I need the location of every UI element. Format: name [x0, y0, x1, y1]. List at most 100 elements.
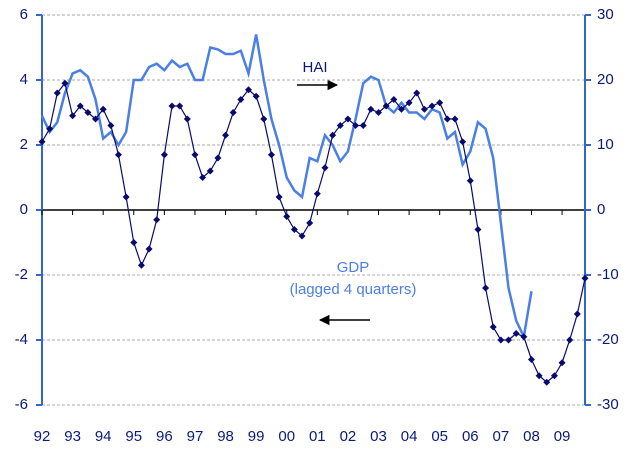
marker: [520, 333, 528, 341]
y-tick-label: 2: [20, 136, 28, 153]
marker: [451, 115, 459, 123]
marker: [298, 232, 306, 240]
y2-tick-label: 20: [597, 71, 614, 88]
marker: [436, 99, 444, 107]
x-tick-label: 92: [34, 428, 51, 445]
marker: [482, 284, 490, 292]
marker: [405, 99, 413, 107]
marker: [535, 372, 543, 380]
marker: [512, 330, 520, 337]
annotation: GDP: [337, 259, 370, 276]
marker: [329, 131, 337, 139]
marker: [137, 261, 145, 269]
marker: [130, 239, 138, 246]
marker: [267, 151, 275, 159]
x-tick-label: 00: [278, 428, 295, 445]
marker: [497, 336, 505, 344]
x-tick-label: 06: [462, 428, 479, 445]
marker: [114, 151, 122, 159]
marker: [489, 323, 497, 331]
marker: [46, 125, 54, 133]
marker: [566, 336, 574, 344]
marker: [275, 193, 283, 201]
y2-tick-label: 30: [597, 6, 614, 23]
x-tick-label: 07: [493, 428, 510, 445]
marker: [61, 79, 69, 87]
marker: [229, 109, 237, 116]
marker: [199, 174, 207, 181]
x-tick-label: 99: [248, 428, 265, 445]
marker: [367, 105, 375, 113]
marker: [76, 102, 84, 110]
x-tick-label: 94: [95, 428, 112, 445]
marker: [69, 112, 77, 120]
y-tick-label: 6: [20, 6, 28, 23]
marker: [160, 151, 168, 159]
y2-tick-label: -20: [597, 331, 619, 348]
x-tick-label: 98: [217, 428, 234, 445]
marker: [290, 226, 298, 233]
marker: [336, 122, 344, 129]
x-tick-label: 03: [370, 428, 387, 445]
marker: [550, 372, 558, 380]
marker: [527, 356, 535, 363]
marker: [474, 226, 482, 233]
x-tick-label: 97: [187, 428, 204, 445]
x-tick-label: 09: [554, 428, 571, 445]
series-line: [41, 81, 586, 384]
marker: [359, 122, 367, 129]
marker: [505, 336, 513, 344]
annotation: (lagged 4 quarters): [290, 281, 417, 298]
marker: [92, 115, 100, 123]
marker: [214, 154, 222, 162]
marker: [176, 102, 184, 110]
marker: [145, 245, 153, 253]
marker: [38, 138, 46, 146]
y2-tick-label: 0: [597, 201, 605, 218]
marker: [420, 105, 428, 113]
y-tick-label: 0: [20, 201, 28, 218]
marker: [237, 96, 245, 103]
x-tick-label: 95: [125, 428, 142, 445]
marker: [543, 378, 551, 386]
x-tick-label: 96: [156, 428, 173, 445]
marker: [222, 131, 230, 139]
annotation: HAI: [302, 59, 327, 76]
marker: [283, 213, 291, 220]
y-tick-label: -4: [15, 331, 28, 348]
marker: [466, 177, 474, 185]
x-tick-label: 08: [523, 428, 540, 445]
marker: [382, 102, 390, 110]
marker: [459, 138, 467, 146]
marker: [344, 115, 352, 123]
marker: [352, 122, 360, 129]
y-tick-label: -2: [15, 266, 28, 283]
marker: [206, 167, 214, 175]
y-tick-label: -6: [15, 396, 28, 413]
marker: [413, 89, 421, 97]
marker: [122, 193, 130, 201]
marker: [99, 105, 107, 113]
marker: [375, 109, 383, 116]
y2-tick-label: 10: [597, 136, 614, 153]
marker: [153, 216, 161, 224]
marker: [191, 151, 199, 159]
marker: [558, 359, 566, 367]
marker: [252, 92, 260, 100]
marker: [581, 274, 589, 282]
marker: [244, 86, 252, 94]
marker: [443, 115, 451, 123]
marker: [53, 89, 61, 97]
marker: [260, 115, 268, 123]
marker: [390, 96, 398, 103]
marker: [84, 109, 92, 116]
x-tick-label: 04: [401, 428, 418, 445]
series-line: [40, 34, 533, 341]
marker: [183, 115, 191, 123]
y2-tick-label: -30: [597, 396, 619, 413]
x-tick-label: 93: [64, 428, 81, 445]
x-tick-label: 01: [309, 428, 326, 445]
marker: [168, 102, 176, 110]
y2-tick-label: -10: [597, 266, 619, 283]
